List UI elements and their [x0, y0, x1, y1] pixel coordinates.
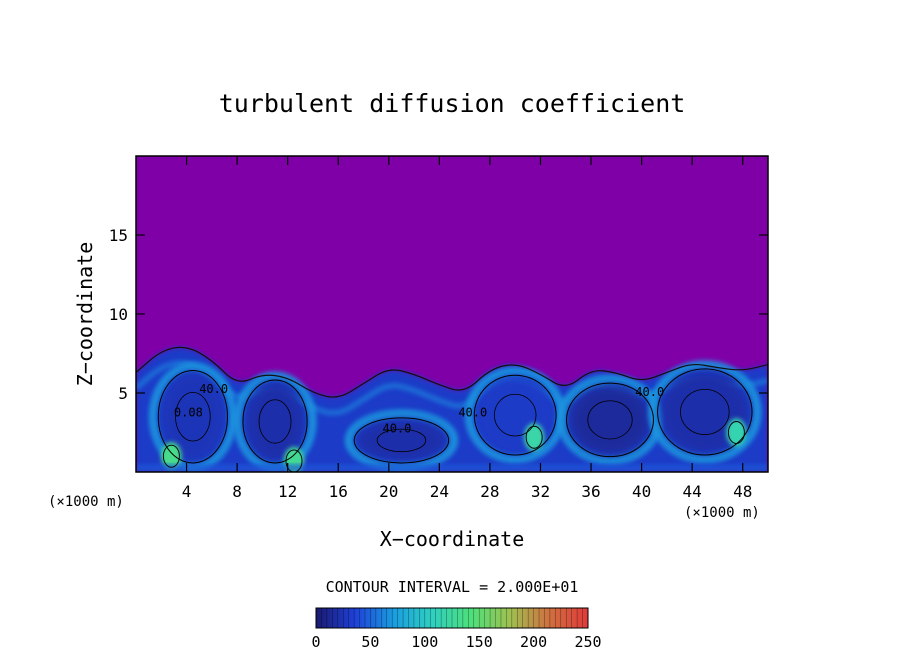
- colorbar-tick-label: 150: [466, 633, 493, 651]
- local-maximum: [161, 442, 182, 471]
- x-tick-label: 8: [232, 482, 242, 501]
- contour-label: 0.08: [174, 406, 203, 420]
- contour-lines: [136, 346, 768, 472]
- contour-line: [175, 391, 211, 442]
- y-tick-label: 15: [109, 226, 128, 245]
- contour-line: [727, 421, 745, 444]
- y-axis-label: Z−coordinate: [73, 242, 97, 387]
- contour-label: 40.0: [635, 385, 664, 399]
- x-tick-label: 28: [480, 482, 499, 501]
- y-axis-ticks: 5 10 15: [109, 226, 768, 403]
- contour-line: [566, 382, 654, 458]
- colorbar-tick-label: 100: [411, 633, 438, 651]
- colorbar: 0 50 100 150 200 250: [311, 607, 602, 651]
- contour-line: [473, 374, 557, 456]
- x-tick-label: 20: [379, 482, 398, 501]
- x-tick-label: 4: [182, 482, 192, 501]
- contour-label: 40.0: [458, 406, 487, 420]
- contour-line: [242, 379, 308, 464]
- y-tick-label: 5: [118, 384, 128, 403]
- x-tick-label: 16: [329, 482, 348, 501]
- local-maximum: [524, 423, 545, 452]
- contour-line: [258, 399, 292, 444]
- colorbar-tick-label: 0: [311, 633, 320, 651]
- ground-band: [136, 464, 768, 472]
- colorbar-bands: [321, 608, 583, 628]
- eddy-core: [245, 381, 305, 461]
- chart-title: turbulent diffusion coefficient: [219, 89, 686, 118]
- contour-line: [162, 444, 180, 468]
- eddy-core: [161, 372, 225, 461]
- colorbar-tick-label: 250: [574, 633, 601, 651]
- contour-line: [493, 393, 537, 437]
- turbulence-field: [136, 347, 768, 472]
- contour-line: [376, 428, 427, 453]
- contour-labels: 40.0 0.08 40.0 40.0 40.0: [174, 382, 664, 436]
- contour-label: 40.0: [382, 422, 411, 436]
- contour-line: [136, 346, 768, 398]
- contour-line: [157, 369, 228, 464]
- plot-area: 40.0 0.08 40.0 40.0 40.0: [135, 155, 769, 473]
- y-tick-label: 10: [109, 305, 128, 324]
- z-unit-label: (×1000 m): [48, 494, 124, 510]
- contour-line: [680, 388, 730, 435]
- contour-line: [353, 417, 450, 464]
- x-tick-label: 24: [430, 482, 449, 501]
- x-unit-label: (×1000 m): [684, 505, 760, 521]
- contour-line: [657, 368, 753, 456]
- eddy-core: [569, 385, 651, 455]
- x-tick-label: 32: [531, 482, 550, 501]
- colorbar-frame: [315, 607, 589, 629]
- colorbar-tick-label: 50: [361, 633, 379, 651]
- x-tick-label: 12: [278, 482, 297, 501]
- contour-interval-text: CONTOUR INTERVAL = 2.000E+01: [326, 578, 579, 596]
- contour-line: [587, 400, 633, 440]
- x-tick-label: 48: [733, 482, 752, 501]
- colorbar-ticks: 0 50 100 150 200 250: [311, 633, 601, 651]
- local-maximum: [726, 418, 747, 447]
- contour-label: 40.0: [199, 382, 228, 396]
- x-tick-label: 44: [683, 482, 702, 501]
- x-axis-ticks: 4 8 12 16 20 24 28 32 36 40 44 48: [182, 156, 752, 501]
- eddy-core: [357, 419, 446, 461]
- colorbar-tick-label: 200: [520, 633, 547, 651]
- x-tick-label: 36: [581, 482, 600, 501]
- x-tick-label: 40: [632, 482, 651, 501]
- contour-line: [525, 425, 543, 449]
- x-axis-label: X−coordinate: [380, 527, 525, 551]
